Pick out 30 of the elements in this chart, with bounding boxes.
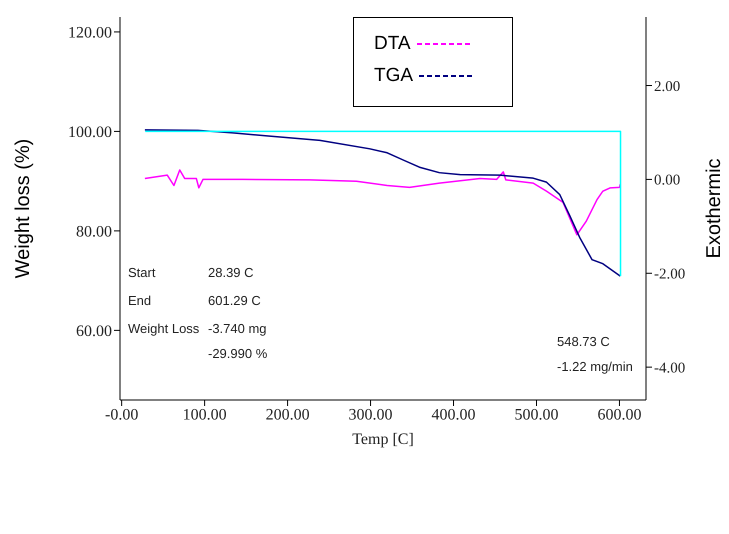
y-tick-label: 100.00 xyxy=(68,124,112,142)
x-tick-label: 500.00 xyxy=(514,406,558,424)
y2-axis-title: Exothermic xyxy=(703,158,726,259)
annotation: Weight Loss xyxy=(128,321,200,336)
y-axis-title: Weight loss (%) xyxy=(12,138,34,278)
annotation: -29.990 % xyxy=(208,346,268,361)
y2-tick-label: 2.00 xyxy=(654,78,680,95)
annotation: Start xyxy=(128,265,156,280)
line-series xyxy=(144,169,622,236)
annotation: 601.29 C xyxy=(208,293,261,308)
annotation: 548.73 C xyxy=(557,334,610,349)
x-tick-label: -0.00 xyxy=(104,406,138,424)
x-tick-label: 600.00 xyxy=(597,406,642,424)
x-tick-label: 400.00 xyxy=(432,406,476,424)
legend-label: TGA xyxy=(374,65,414,87)
x-tick-label: 200.00 xyxy=(266,406,310,424)
annotation: -1.22 mg/min xyxy=(557,359,633,374)
y-tick-label: 80.00 xyxy=(76,224,112,241)
legend-label: DTA xyxy=(374,33,411,55)
y-tick-label: 120.00 xyxy=(68,24,112,42)
annotation: 28.39 C xyxy=(208,265,254,280)
annotation: -3.740 mg xyxy=(208,321,267,336)
y2-tick-label: 0.00 xyxy=(654,172,680,189)
y2-tick-label: -4.00 xyxy=(654,360,686,376)
annotation: End xyxy=(128,293,152,308)
y2-tick-label: -2.00 xyxy=(654,266,686,283)
x-axis-title: Temp [C] xyxy=(352,431,414,448)
y-tick-label: 60.00 xyxy=(76,323,112,340)
x-tick-label: 100.00 xyxy=(182,406,227,424)
x-tick-label: 300.00 xyxy=(348,406,393,424)
